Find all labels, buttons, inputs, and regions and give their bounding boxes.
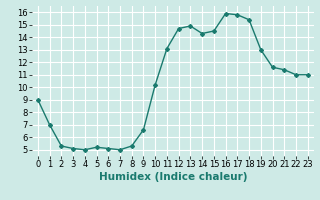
X-axis label: Humidex (Indice chaleur): Humidex (Indice chaleur) [99,172,247,182]
